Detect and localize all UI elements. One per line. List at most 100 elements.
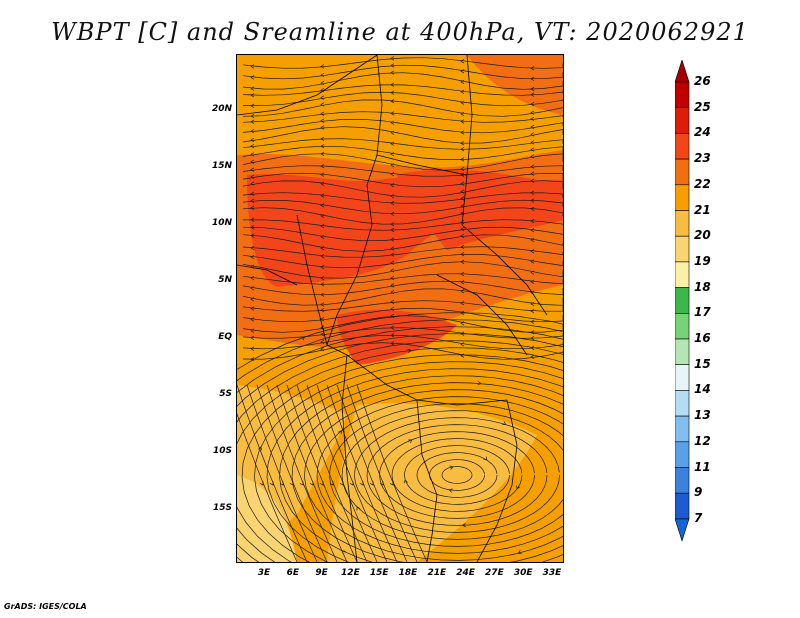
border-line — [296, 214, 328, 346]
streamline — [237, 413, 298, 562]
colorbar — [675, 60, 690, 542]
colorbar-tick-label: 11 — [694, 459, 711, 474]
streamline-arrow — [460, 119, 465, 124]
streamline-arrow — [250, 191, 255, 196]
streamline-arrow — [460, 280, 465, 285]
streamline — [242, 199, 563, 215]
streamline-arrow — [530, 219, 535, 224]
streamline — [242, 99, 563, 117]
border-line — [326, 344, 508, 406]
streamline-arrow — [502, 421, 507, 425]
streamline-arrow — [460, 353, 465, 358]
streamline-arrow — [390, 63, 395, 68]
streamline-arrow — [530, 116, 535, 122]
streamline-arrow — [359, 481, 364, 486]
streamline-arrow — [390, 82, 395, 87]
streamline-arrow — [320, 136, 325, 141]
streamline-arrow — [530, 171, 535, 176]
streamline-arrow — [460, 157, 465, 162]
wbpt-field-23-zone-central — [337, 309, 457, 365]
longitude-label: 3E — [257, 568, 271, 578]
streamline — [242, 307, 563, 323]
streamline-arrow — [516, 485, 521, 490]
streamline-arrow — [460, 233, 465, 238]
streamline-arrow — [408, 439, 413, 444]
streamline — [304, 389, 563, 561]
streamline-arrow — [460, 147, 465, 152]
streamline-arrow — [483, 456, 488, 461]
streamline-arrow — [250, 306, 255, 311]
colorbar-tick-label: 25 — [694, 99, 711, 114]
streamline-arrow — [530, 228, 535, 233]
streamline-arrow — [250, 75, 255, 80]
streamline — [242, 234, 563, 252]
streamline-arrow — [299, 481, 304, 486]
streamline — [276, 384, 348, 562]
streamline-arrow — [530, 249, 535, 254]
colorbar-tick-label: 7 — [694, 510, 703, 525]
streamline — [379, 431, 535, 519]
streamline-arrow — [390, 211, 395, 216]
streamline — [242, 145, 563, 160]
streamline-arrow — [250, 144, 255, 149]
streamline-arrow — [329, 481, 334, 486]
streamline — [241, 354, 563, 562]
streamline-arrow — [390, 325, 395, 330]
streamline-arrow — [460, 301, 465, 306]
streamline — [242, 153, 563, 171]
streamline-arrow — [448, 488, 453, 493]
streamline-arrow — [319, 481, 324, 486]
streamline-arrow — [530, 110, 535, 115]
streamline-arrow — [390, 201, 395, 206]
streamline-arrow — [250, 174, 255, 179]
streamline-arrow — [320, 95, 325, 100]
map-panel — [236, 54, 564, 563]
colorbar-tick-label: 13 — [694, 408, 711, 423]
streamline-arrow — [250, 152, 255, 157]
streamline-arrow — [530, 140, 535, 145]
streamline — [404, 445, 510, 505]
streamline-arrow — [390, 152, 395, 157]
border-line — [326, 55, 383, 346]
streamline — [242, 300, 563, 312]
credit-text: GrADS: IGES/COLA — [4, 602, 87, 611]
colorbar-segment — [675, 390, 690, 417]
streamline-arrow — [390, 341, 395, 346]
streamline-arrow — [320, 64, 325, 69]
streamline-arrow — [460, 252, 465, 257]
streamline — [242, 72, 563, 90]
colorbar-tick-label: 9 — [694, 485, 703, 500]
streamline-arrow — [530, 92, 535, 97]
colorbar-bottom-arrow — [675, 518, 690, 542]
colorbar-tick-label: 12 — [694, 433, 711, 448]
streamline-arrow — [250, 181, 255, 186]
streamline-arrow — [320, 111, 325, 116]
border-line — [341, 354, 358, 562]
streamline-arrow — [320, 308, 325, 313]
streamline — [246, 384, 318, 562]
streamline-arrow — [320, 282, 325, 287]
border-line — [237, 55, 378, 116]
longitude-label: 24E — [456, 568, 475, 578]
streamline-arrow — [530, 164, 535, 169]
streamline-arrow — [460, 172, 465, 177]
streamline — [254, 361, 563, 562]
streamline — [242, 172, 563, 188]
streamline-arrow — [250, 167, 255, 172]
streamline-arrow — [460, 219, 465, 225]
streamline-arrow — [460, 181, 465, 186]
streamline-arrow — [530, 319, 535, 324]
colorbar-tick-label: 16 — [694, 331, 711, 345]
longitude-label: 9E — [315, 568, 328, 578]
streamline-arrow — [530, 190, 535, 195]
streamline-arrow — [320, 265, 325, 270]
streamline — [329, 403, 563, 547]
colorbar-tick-label: 18 — [694, 279, 711, 294]
streamline-arrow — [530, 178, 535, 183]
colorbar-top-arrow — [675, 60, 690, 83]
streamline-arrow — [460, 69, 465, 74]
streamline-arrow — [530, 279, 535, 284]
streamline-arrow — [460, 79, 465, 85]
colorbar-tick-label: 17 — [694, 305, 711, 320]
streamline-arrow — [517, 550, 522, 555]
